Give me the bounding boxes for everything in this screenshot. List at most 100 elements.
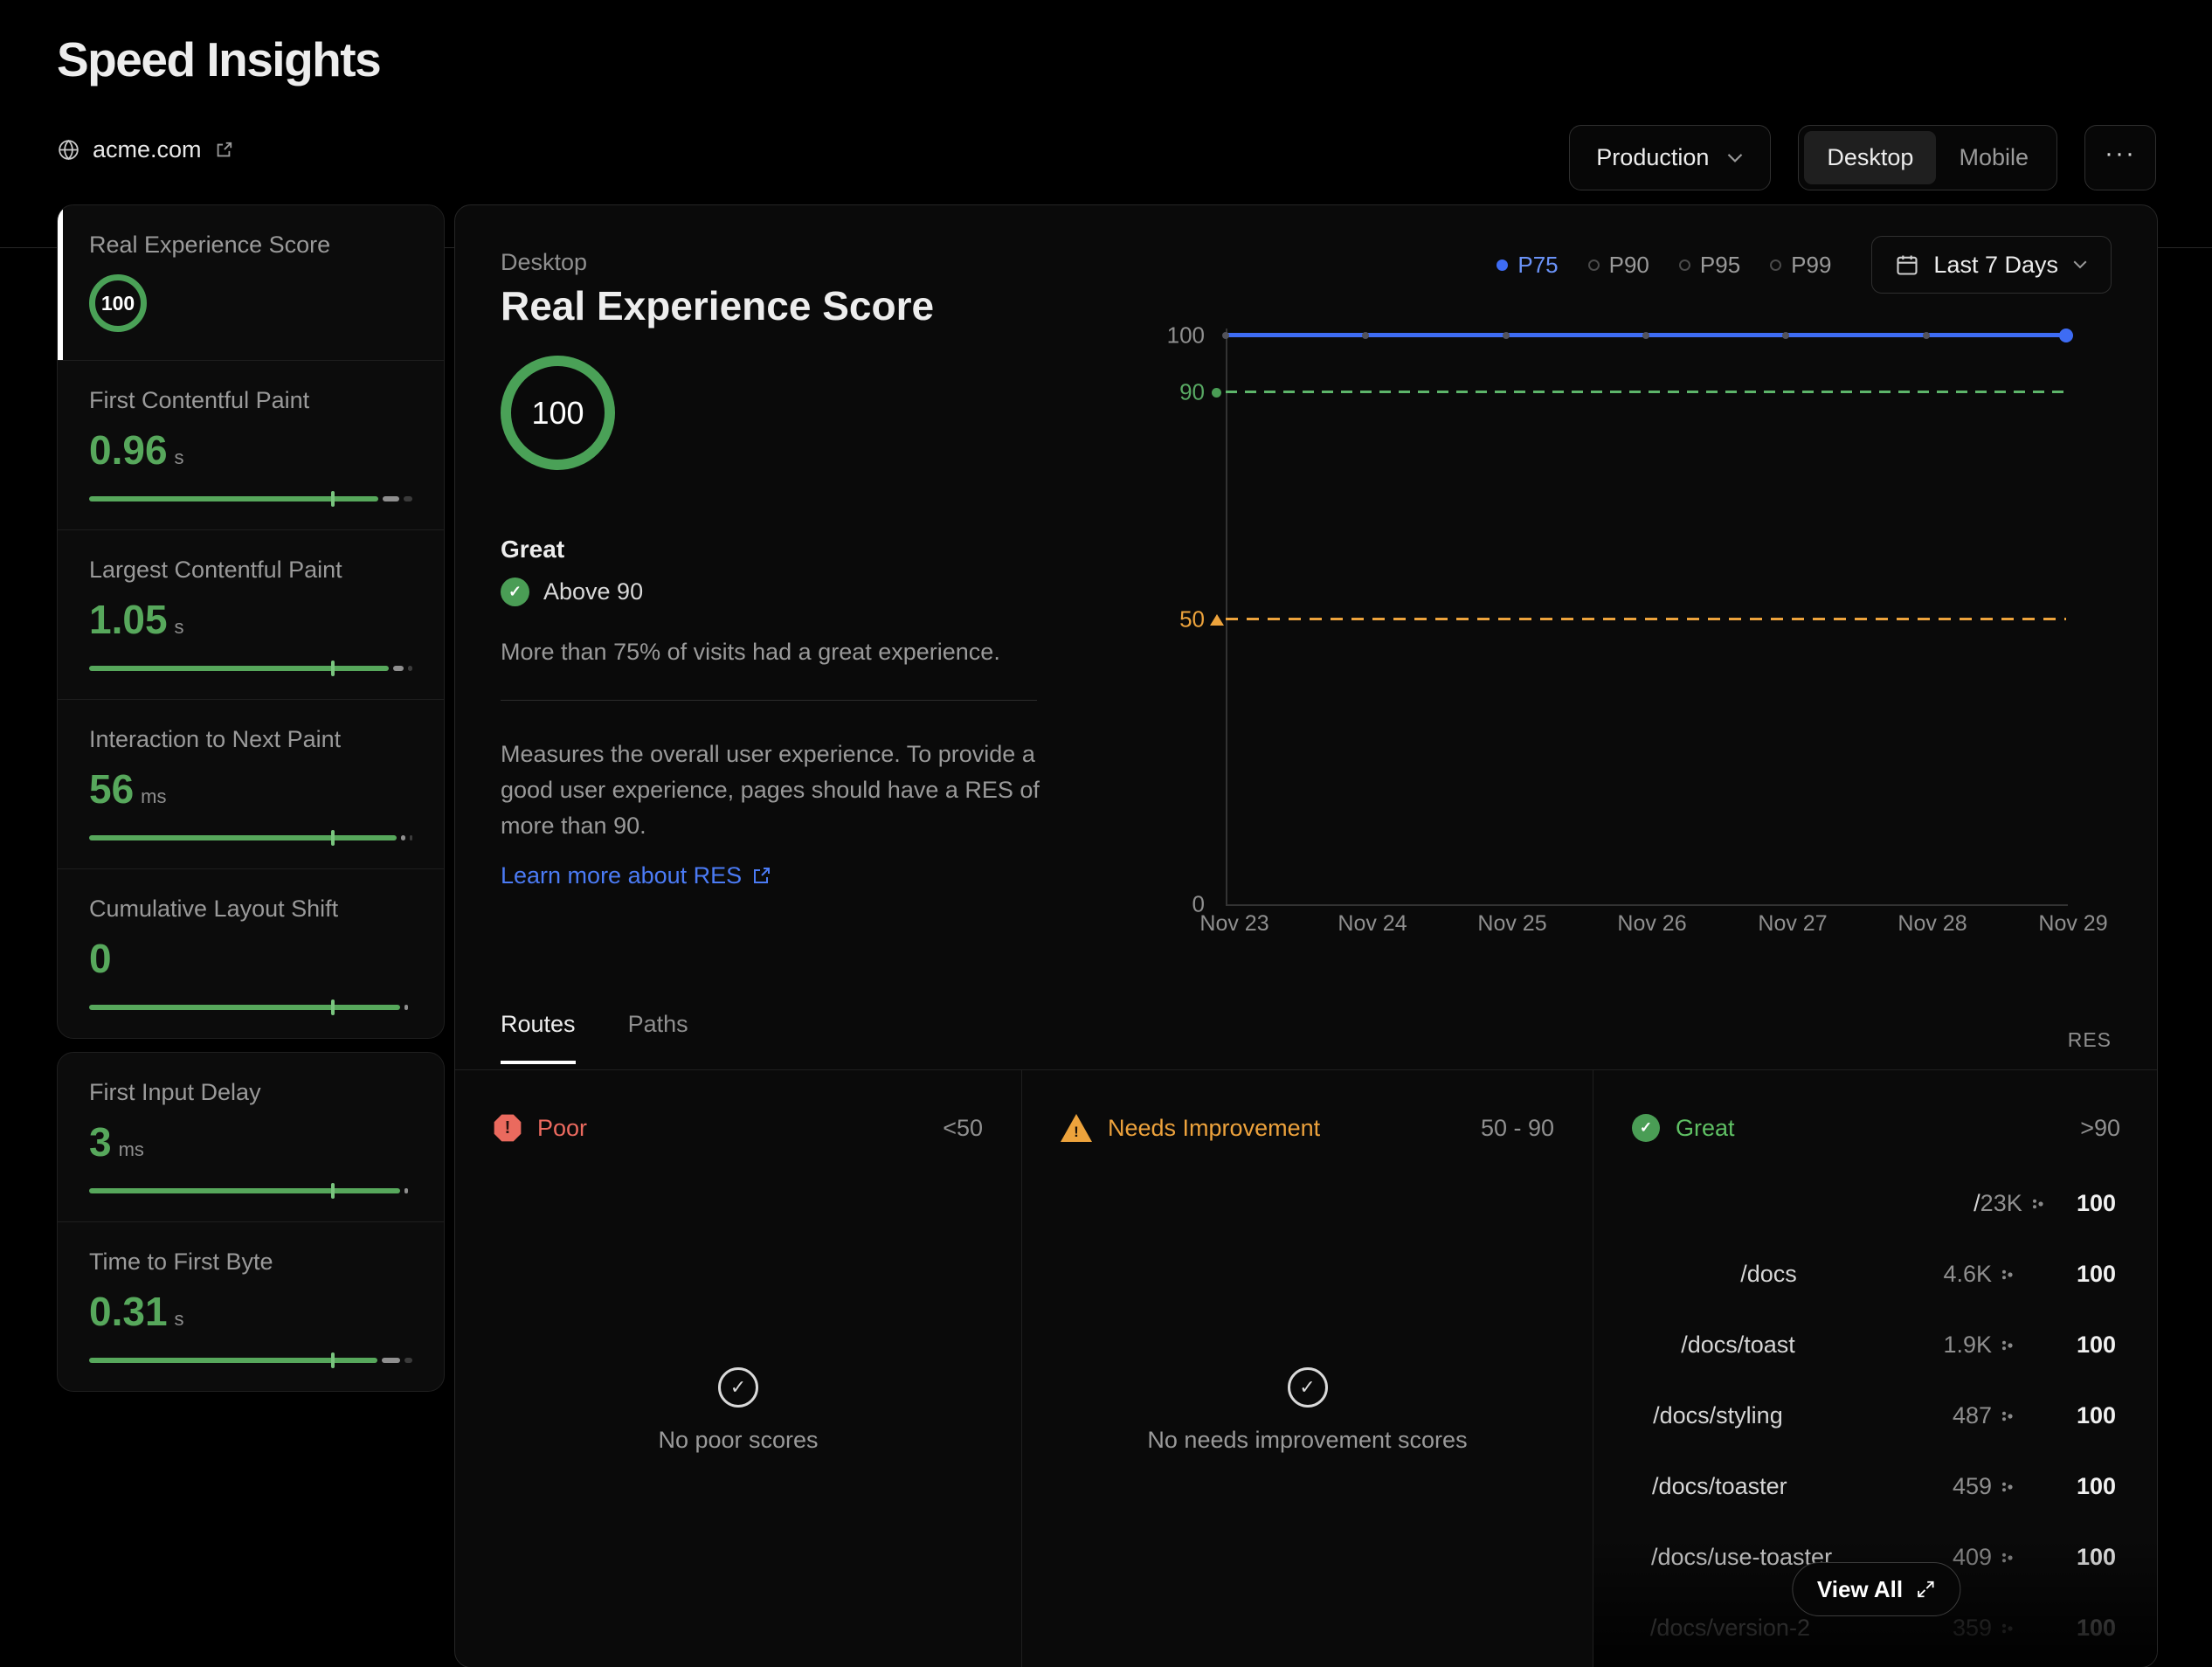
metric-card-real-experience-score[interactable]: Real Experience Score 100 xyxy=(58,205,444,360)
metric-value: 0.31 xyxy=(89,1289,168,1334)
table-row[interactable]: /docs/toaster 459 100 xyxy=(1616,1457,2133,1516)
metric-value: 1.05 xyxy=(89,597,168,642)
environment-selector[interactable]: Production xyxy=(1569,125,1772,190)
header-controls: Production Desktop Mobile ··· xyxy=(1569,125,2156,190)
view-all-label: View All xyxy=(1816,1575,1904,1602)
bar-good-segment xyxy=(89,835,397,840)
bar-good-segment xyxy=(89,1005,400,1010)
column-poor: Poor <50 No poor scores xyxy=(455,1070,1021,1667)
bar-gray-segment xyxy=(400,835,406,840)
legend-label: P99 xyxy=(1791,251,1832,278)
bar-good-segment xyxy=(89,666,390,671)
device-toggle: Desktop Mobile xyxy=(1798,125,2057,190)
tab-desktop[interactable]: Desktop xyxy=(1804,131,1937,184)
chart-x-axis xyxy=(1226,904,2068,906)
route-score: 100 xyxy=(2076,1190,2116,1216)
column-range: <50 xyxy=(943,1114,983,1141)
data-point xyxy=(1642,332,1649,339)
legend-p99[interactable]: P99 xyxy=(1770,252,1831,279)
rating-detail: Above 90 xyxy=(543,578,644,605)
tab-mobile[interactable]: Mobile xyxy=(1959,144,2029,170)
external-link-icon xyxy=(754,867,771,883)
p75-marker xyxy=(331,491,335,507)
data-point xyxy=(1503,332,1510,339)
route-count: 1.9K xyxy=(1943,1332,1992,1358)
res-score-circle: 100 xyxy=(501,356,615,470)
route-path: /docs/toast xyxy=(1681,1332,1795,1358)
check-circle-icon xyxy=(1632,1114,1660,1142)
metric-label: Interaction to Next Paint xyxy=(89,726,342,752)
legend-label: P90 xyxy=(1608,251,1649,278)
route-score: 100 xyxy=(2076,1473,2116,1499)
legend-label: P95 xyxy=(1699,251,1741,278)
route-path: / xyxy=(1974,1190,1980,1216)
metric-unit: s xyxy=(174,1308,184,1330)
datapoints-icon xyxy=(2001,1409,2015,1423)
route-path: /docs/toaster xyxy=(1652,1473,1787,1499)
metric-card-interaction-to-next-paint[interactable]: Interaction to Next Paint 56 ms xyxy=(58,699,444,868)
data-point xyxy=(1222,332,1229,339)
metric-card-group-core: Real Experience Score 100 First Contentf… xyxy=(57,204,445,1039)
date-range-selector[interactable]: Last 7 Days xyxy=(1871,236,2112,294)
metric-card-first-contentful-paint[interactable]: First Contentful Paint 0.96 s xyxy=(58,360,444,529)
column-name: Needs Improvement xyxy=(1108,1114,1321,1141)
empty-message: No poor scores xyxy=(658,1427,819,1453)
learn-more-link[interactable]: Learn more about RES xyxy=(501,862,771,889)
metric-card-group-legacy: First Input Delay 3 ms Time to First Byte… xyxy=(57,1052,445,1392)
route-score: 100 xyxy=(2076,1332,2116,1358)
table-row[interactable]: / 23K 100 xyxy=(1616,1174,2133,1233)
tab-paths[interactable]: Paths xyxy=(627,1011,688,1037)
date-range-value: Last 7 Days xyxy=(1933,251,2058,278)
metric-card-cumulative-layout-shift[interactable]: Cumulative Layout Shift 0 xyxy=(58,868,444,1038)
bar-gray-segment xyxy=(383,496,399,501)
table-row[interactable]: /docs 4.6K 100 xyxy=(1616,1245,2133,1304)
more-button[interactable]: ··· xyxy=(2084,125,2156,190)
ytick-0: 0 xyxy=(1192,890,1205,917)
metric-unit: s xyxy=(174,616,184,638)
threshold-50-triangle-icon xyxy=(1210,614,1224,626)
bar-rest-segment xyxy=(410,835,412,840)
column-range: >90 xyxy=(2080,1114,2120,1141)
check-circle-outline-icon xyxy=(718,1367,758,1408)
metric-unit: ms xyxy=(141,785,167,807)
view-all-button[interactable]: View All xyxy=(1791,1562,1961,1616)
check-circle-icon xyxy=(501,578,529,606)
metric-card-largest-contentful-paint[interactable]: Largest Contentful Paint 1.05 s xyxy=(58,529,444,699)
metric-value: 3 xyxy=(89,1119,112,1165)
metric-card-first-input-delay[interactable]: First Input Delay 3 ms xyxy=(58,1053,444,1221)
learn-more-label: Learn more about RES xyxy=(501,862,743,889)
bar-gray-segment xyxy=(404,1005,408,1010)
bar-good-segment xyxy=(89,1188,400,1193)
data-point xyxy=(1362,332,1369,339)
datapoints-icon xyxy=(2031,1197,2045,1211)
p75-marker xyxy=(331,1352,335,1368)
site-link[interactable]: acme.com xyxy=(57,136,233,163)
bar-rest-segment xyxy=(407,666,412,671)
metric-bar xyxy=(89,661,412,676)
legend-p90[interactable]: P90 xyxy=(1587,251,1649,279)
rating-detail-row: Above 90 xyxy=(501,578,643,606)
legend-p75[interactable]: P75 xyxy=(1497,252,1559,279)
xtick: Nov 25 xyxy=(1477,911,1547,936)
route-score: 100 xyxy=(2076,1544,2116,1570)
panel-title: Real Experience Score xyxy=(501,283,935,329)
tab-routes[interactable]: Routes xyxy=(501,1011,576,1064)
metric-card-time-to-first-byte[interactable]: Time to First Byte 0.31 s xyxy=(58,1221,444,1391)
p75-marker xyxy=(331,661,335,676)
check-circle-outline-icon xyxy=(1287,1367,1328,1408)
column-needs-improvement-header: Needs Improvement 50 - 90 xyxy=(1022,1114,1593,1142)
table-row[interactable]: /docs/styling 487 100 xyxy=(1616,1387,2133,1445)
datapoints-icon xyxy=(2001,1622,2015,1636)
expand-icon xyxy=(1917,1581,1934,1598)
metric-bar xyxy=(89,1183,412,1199)
metric-label: First Input Delay xyxy=(89,1079,261,1105)
table-row[interactable]: /docs/toast 1.9K 100 xyxy=(1616,1316,2133,1374)
column-great: Great >90 / 23K 100 /docs 4.6K 100 xyxy=(1593,1070,2157,1667)
metric-label: Largest Contentful Paint xyxy=(89,557,342,583)
column-great-header: Great >90 xyxy=(1593,1114,2157,1142)
res-column-label: RES xyxy=(2067,1028,2112,1051)
legend-p95[interactable]: P95 xyxy=(1678,251,1741,279)
metric-bar xyxy=(89,491,412,507)
needs-improvement-empty-state: No needs improvement scores xyxy=(1022,1367,1593,1454)
reference-line-50 xyxy=(1226,618,2066,620)
